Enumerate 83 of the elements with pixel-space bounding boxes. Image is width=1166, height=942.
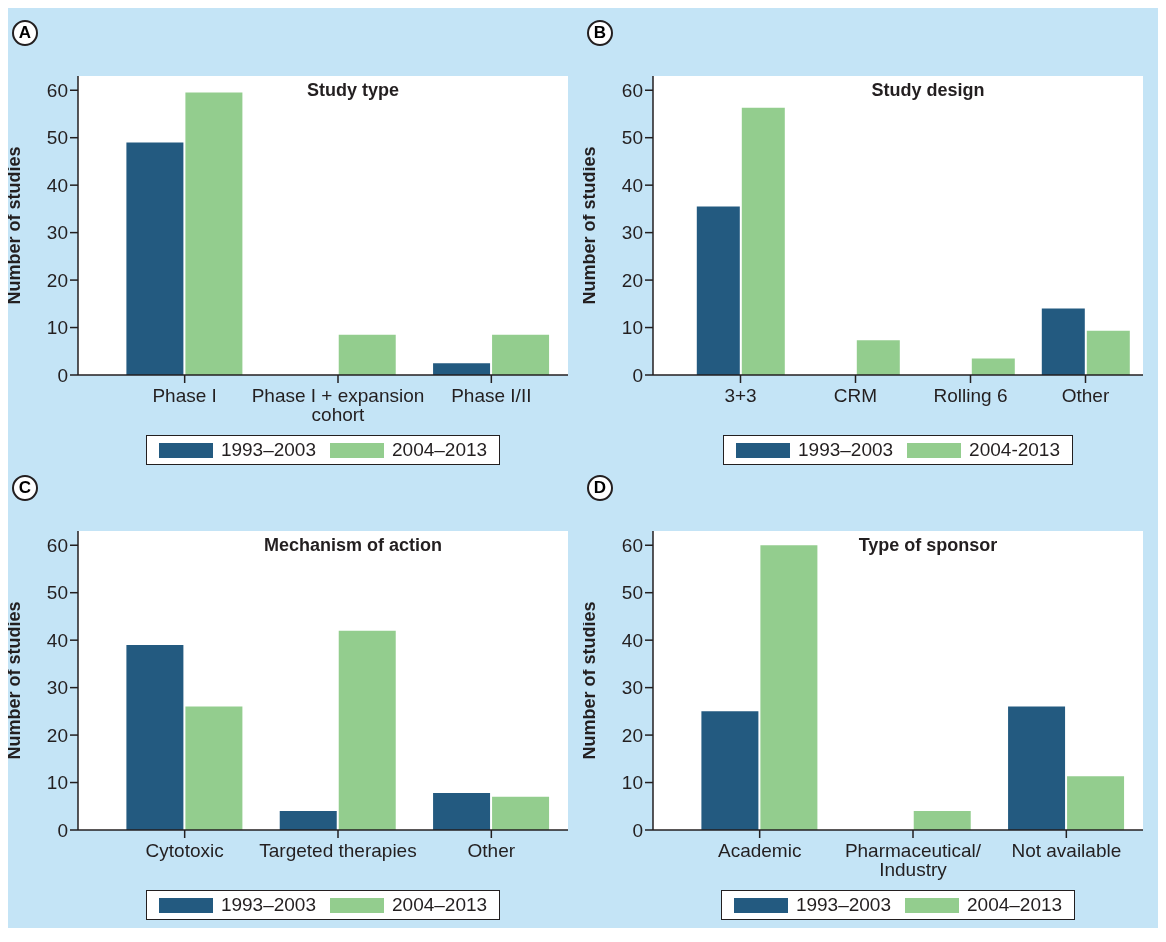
y-tick-label: 20 <box>46 724 68 746</box>
y-tick-label: 30 <box>46 677 68 699</box>
bar <box>701 711 759 830</box>
y-axis-title: Number of studies <box>4 601 25 760</box>
y-tick-label: 10 <box>621 317 643 339</box>
chart-title: Study design <box>870 80 986 101</box>
y-tick-label: 50 <box>46 127 68 149</box>
legend-label: 1993–2003 <box>220 439 316 461</box>
x-tick-label: Other <box>1061 385 1110 407</box>
x-tick-label: Phase I + expansion cohort <box>251 385 425 426</box>
y-tick-label: 20 <box>46 269 68 291</box>
chart-title: Study type <box>306 80 400 101</box>
bar <box>741 107 785 375</box>
bar <box>338 630 396 830</box>
text: A <box>12 20 38 46</box>
text: D <box>587 475 613 501</box>
y-tick-label: 40 <box>46 629 68 651</box>
bar <box>1041 308 1085 375</box>
x-tick-label: 3+3 <box>724 385 757 407</box>
x-tick-label: Academic <box>717 840 802 862</box>
y-tick-label: 40 <box>621 174 643 196</box>
y-axis-title: Number of studies <box>579 146 600 305</box>
y-tick-label: 10 <box>46 317 68 339</box>
y-tick-label: 60 <box>46 534 68 556</box>
bar <box>492 334 550 375</box>
y-tick-label: 60 <box>46 79 68 101</box>
bar <box>433 363 491 375</box>
bar <box>760 545 818 830</box>
y-tick-label: 0 <box>632 364 643 386</box>
bar <box>433 792 491 830</box>
bar <box>696 206 740 375</box>
y-tick-label: 40 <box>46 174 68 196</box>
legend-label: 2004-2013 <box>969 439 1060 461</box>
y-tick-label: 30 <box>46 222 68 244</box>
legend-label: 2004–2013 <box>392 439 488 461</box>
y-tick-label: 30 <box>621 222 643 244</box>
x-tick-label: Rolling 6 <box>933 385 1008 407</box>
y-tick-label: 60 <box>621 79 643 101</box>
x-tick-label: Not available <box>1011 840 1122 862</box>
y-tick-label: 30 <box>621 677 643 699</box>
x-tick-label: Targeted therapies <box>259 840 417 862</box>
text: B <box>587 20 613 46</box>
x-tick-label: Phase I/II <box>451 385 532 407</box>
bar <box>1086 330 1130 375</box>
bar <box>126 644 184 830</box>
legend-label: 1993–2003 <box>798 439 894 461</box>
y-tick-label: 0 <box>632 819 643 841</box>
y-tick-label: 60 <box>621 534 643 556</box>
bar <box>971 358 1015 375</box>
y-tick-label: 20 <box>621 724 643 746</box>
x-tick-label: Phase I <box>152 385 217 407</box>
chart-title: Type of sponsor <box>857 535 999 556</box>
bar <box>126 142 184 375</box>
y-tick-label: 0 <box>57 364 68 386</box>
bar <box>492 796 550 830</box>
bar <box>338 334 396 375</box>
y-tick-label: 10 <box>46 772 68 794</box>
bar <box>185 706 243 830</box>
text: C <box>12 475 38 501</box>
y-tick-label: 0 <box>57 819 68 841</box>
x-tick-label: CRM <box>833 385 878 407</box>
legend-label: 1993–2003 <box>220 894 316 916</box>
y-tick-label: 40 <box>621 629 643 651</box>
legend-label: 2004–2013 <box>392 894 488 916</box>
bar <box>1008 706 1066 830</box>
y-tick-label: 50 <box>621 582 643 604</box>
bar <box>1067 776 1125 830</box>
y-axis-title: Number of studies <box>4 146 25 305</box>
chart-title: Mechanism of action <box>263 535 443 556</box>
bar <box>913 811 971 830</box>
y-tick-label: 20 <box>621 269 643 291</box>
y-tick-label: 10 <box>621 772 643 794</box>
bar <box>279 811 337 830</box>
bar <box>856 340 900 375</box>
legend-label: 1993–2003 <box>795 894 891 916</box>
legend-label: 2004–2013 <box>967 894 1063 916</box>
x-tick-label: Other <box>467 840 516 862</box>
x-tick-label: Cytotoxic <box>145 840 224 862</box>
y-axis-title: Number of studies <box>579 601 600 760</box>
y-tick-label: 50 <box>621 127 643 149</box>
x-tick-label: Pharmaceutical/ Industry <box>844 840 982 881</box>
y-tick-label: 50 <box>46 582 68 604</box>
bar <box>185 92 243 375</box>
